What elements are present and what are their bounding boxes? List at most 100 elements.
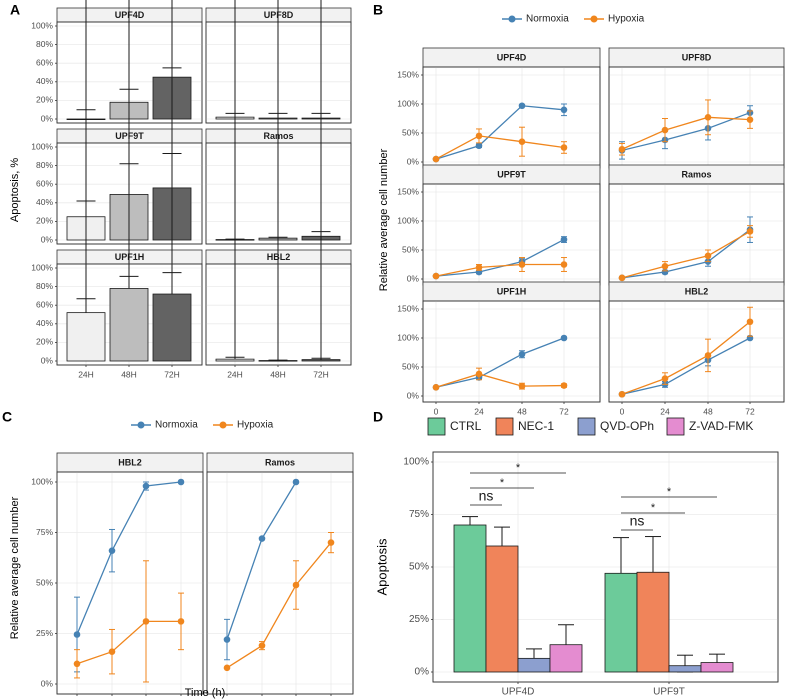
d-bar-UPF9T-QVD-OPh bbox=[668, 665, 702, 673]
c-facet-Ramos-title: Ramos bbox=[265, 457, 295, 467]
c-xtick-label: 72 bbox=[222, 698, 232, 700]
b-ytick-label: 150% bbox=[397, 303, 419, 313]
d-ytick-label: 0% bbox=[415, 667, 430, 678]
d-ytick-label: 100% bbox=[403, 457, 429, 468]
d-legend-swatch-Z-VAD-FMK bbox=[666, 417, 685, 436]
a-facet-UPF9T-title: UPF9T bbox=[115, 131, 144, 141]
b-ytick-label: 50% bbox=[402, 127, 419, 137]
a-xtick-label: 48H bbox=[270, 369, 286, 379]
b-point-UPF9T-Hypoxia bbox=[560, 261, 568, 268]
b-ytick-label: 0% bbox=[407, 390, 420, 400]
b-line-HBL2-Hypoxia bbox=[621, 321, 751, 395]
c-point-HBL2-Normoxia bbox=[142, 482, 150, 490]
c-xtick-label: 144 bbox=[324, 698, 338, 700]
a-xtick-label: 48H bbox=[121, 369, 137, 379]
a-ytick-label: 20% bbox=[36, 337, 53, 347]
b-line-UPF8D-Normoxia bbox=[621, 112, 751, 152]
c-point-HBL2-Hypoxia bbox=[177, 618, 185, 625]
c-ylabel: Relative average cell number bbox=[9, 496, 21, 639]
b-point-UPF9T-Normoxia bbox=[560, 236, 568, 243]
b-point-UPF4D-Normoxia bbox=[518, 102, 526, 110]
a-ytick-label: 20% bbox=[36, 95, 53, 105]
b-point-UPF4D-Hypoxia bbox=[432, 155, 440, 163]
d-bar-UPF4D-NEC-1 bbox=[485, 545, 519, 673]
d-legend-label-Z-VAD-FMK: Z-VAD-FMK bbox=[689, 419, 753, 433]
a-ytick-label: 40% bbox=[36, 318, 53, 328]
panel-label-c: C bbox=[2, 409, 12, 425]
a-ytick-label: 100% bbox=[31, 20, 53, 30]
c-ytick-label: 0% bbox=[41, 678, 54, 688]
d-bar-UPF9T-NEC-1 bbox=[636, 571, 670, 673]
b-facet-Ramos-title: Ramos bbox=[681, 169, 711, 179]
a-ytick-label: 60% bbox=[36, 57, 53, 67]
d-bar-UPF4D-Z-VAD-FMK bbox=[549, 644, 583, 673]
b-ytick-label: 50% bbox=[402, 361, 419, 371]
c-point-HBL2-Hypoxia bbox=[108, 648, 116, 655]
b-facet-HBL2-panel-bg bbox=[608, 300, 785, 403]
c-point-HBL2-Normoxia bbox=[177, 478, 185, 486]
b-facet-UPF4D-panel-bg bbox=[422, 66, 601, 169]
c-line-HBL2-Hypoxia bbox=[76, 620, 181, 665]
c-point-Ramos-Normoxia bbox=[223, 636, 231, 643]
a-xtick-label: 72H bbox=[164, 369, 180, 379]
b-point-HBL2-Hypoxia bbox=[704, 352, 712, 359]
b-ytick-label: 150% bbox=[397, 186, 419, 196]
d-legend-label-QVD-OPh: QVD-OPh bbox=[600, 419, 654, 433]
b-ytick-label: 100% bbox=[397, 332, 419, 342]
b-panel-border bbox=[422, 300, 601, 403]
c-point-HBL2-Hypoxia bbox=[142, 618, 150, 625]
b-facet-UPF1H-title: UPF1H bbox=[497, 286, 527, 296]
c-point-Ramos-Hypoxia bbox=[327, 539, 335, 546]
b-xtick-label: 24 bbox=[474, 406, 484, 416]
b-ytick-label: 100% bbox=[397, 98, 419, 108]
c-point-HBL2-Hypoxia bbox=[73, 660, 81, 668]
b-xtick-label: 24 bbox=[660, 406, 670, 416]
d-legend-label-NEC-1: NEC-1 bbox=[518, 419, 554, 433]
b-point-UPF4D-Normoxia bbox=[475, 142, 483, 150]
a-ylabel: Apoptosis, % bbox=[9, 158, 21, 222]
b-facet-UPF4D-title: UPF4D bbox=[497, 52, 527, 62]
a-ytick-label: 80% bbox=[36, 160, 53, 170]
a-ytick-label: 40% bbox=[36, 76, 53, 86]
b-ytick-label: 0% bbox=[407, 273, 420, 283]
c-panel-border bbox=[206, 471, 354, 695]
a-xtick-label: 24H bbox=[78, 369, 94, 379]
a-bar-UPF1H-24H bbox=[66, 312, 106, 362]
d-ytick-label: 50% bbox=[409, 562, 429, 573]
b-xtick-label: 72 bbox=[559, 406, 569, 416]
b-point-Ramos-Hypoxia bbox=[661, 262, 669, 270]
c-ytick-label: 50% bbox=[36, 577, 53, 587]
c-xtick-label: 120 bbox=[139, 698, 153, 700]
b-xtick-label: 48 bbox=[517, 406, 527, 416]
b-xtick-label: 48 bbox=[703, 406, 713, 416]
b-point-UPF1H-Normoxia bbox=[518, 350, 526, 358]
b-line-HBL2-Normoxia bbox=[621, 337, 751, 395]
panel-label-b: B bbox=[373, 2, 383, 18]
a-bar-UPF1H-72H bbox=[152, 293, 192, 362]
b-panel-border bbox=[608, 300, 785, 403]
c-xtick-label: 144 bbox=[174, 698, 188, 700]
d-ytick-label: 75% bbox=[409, 509, 429, 520]
d-signif-label: * bbox=[516, 462, 521, 474]
a-ytick-label: 100% bbox=[31, 141, 53, 151]
a-ytick-label: 80% bbox=[36, 281, 53, 291]
b-xtick-label: 0 bbox=[434, 406, 439, 416]
b-point-Ramos-Hypoxia bbox=[746, 228, 754, 235]
c-point-Ramos-Hypoxia bbox=[258, 642, 266, 649]
d-ylabel: Apoptosis bbox=[374, 538, 389, 596]
b-point-UPF4D-Hypoxia bbox=[560, 144, 568, 151]
b-facet-HBL2-title: HBL2 bbox=[685, 286, 709, 296]
b-facet-UPF8D-panel-bg bbox=[608, 66, 785, 169]
b-line-UPF8D-Hypoxia bbox=[621, 116, 751, 150]
a-bar-HBL2-72H bbox=[301, 359, 341, 362]
d-signif-label: * bbox=[500, 477, 505, 489]
d-signif-label: ns bbox=[630, 513, 645, 529]
d-bar-UPF4D-QVD-OPh bbox=[517, 657, 551, 673]
panel-label-a: A bbox=[10, 2, 20, 18]
b-point-UPF1H-Hypoxia bbox=[432, 384, 440, 391]
d-legend-swatch-NEC-1 bbox=[495, 417, 514, 436]
b-xtick-label: 72 bbox=[745, 406, 755, 416]
b-point-UPF9T-Hypoxia bbox=[432, 272, 440, 280]
b-point-UPF8D-Hypoxia bbox=[618, 145, 626, 153]
b-facet-Ramos-panel-bg bbox=[608, 183, 785, 286]
